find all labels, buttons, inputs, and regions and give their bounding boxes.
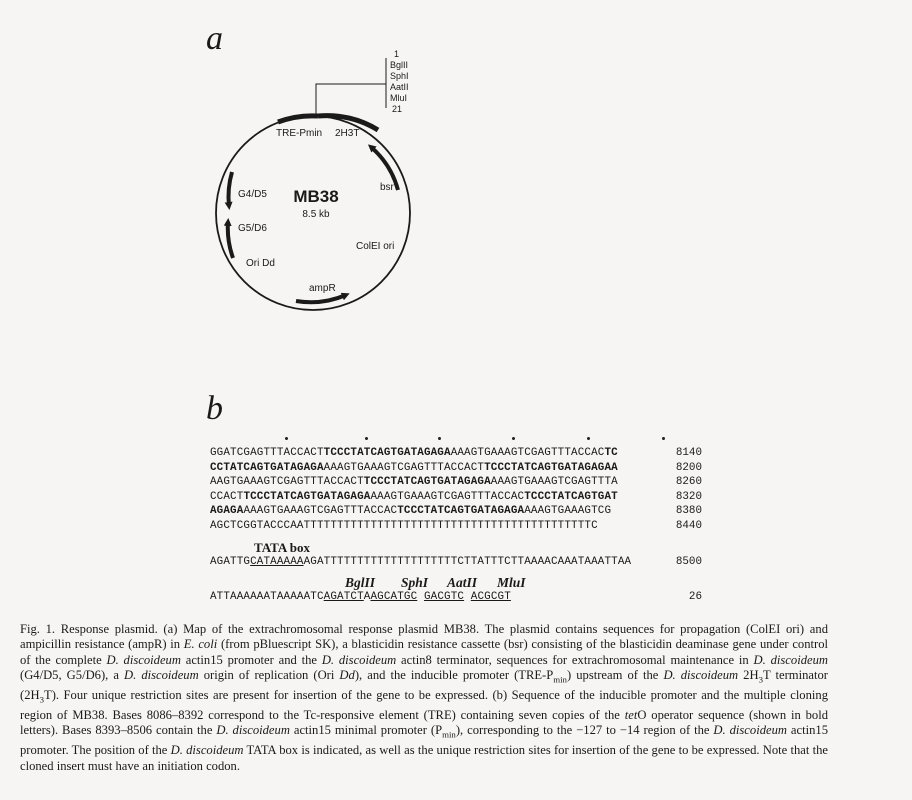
sequence-tick bbox=[285, 437, 288, 440]
sequence-line: CCTATCAGTGATAGAGAAAAGTGAAAGTCGAGTTTACCAC… bbox=[210, 461, 618, 474]
sequence-tick bbox=[587, 437, 590, 440]
plasmid-name: MB38 bbox=[293, 187, 338, 206]
sequence-tick bbox=[512, 437, 515, 440]
tata-box-label: TATA box bbox=[254, 540, 310, 555]
mcs-mlui: MluI bbox=[390, 93, 407, 103]
site-label-bglii: BglII bbox=[345, 575, 376, 590]
sequence-line: AAGTGAAAGTCGAGTTTACCACTTCCCTATCAGTGATAGA… bbox=[210, 476, 618, 489]
site-label-sphi: SphI bbox=[401, 575, 429, 590]
sequence-number: 8140 bbox=[675, 447, 702, 459]
figure-caption: Fig. 1. Response plasmid. (a) Map of the… bbox=[20, 622, 828, 773]
mcs-bglii: BglII bbox=[390, 60, 408, 70]
sequence-line-mcs: ATTAAAAAATAAAAATCAGATCTAAGCATGC GACGTC A… bbox=[210, 591, 511, 603]
oridd-label: Ori Dd bbox=[246, 258, 275, 269]
g5d6-label: G5/D6 bbox=[238, 223, 267, 234]
site-label-mlui: MluI bbox=[497, 575, 526, 590]
panel-a-label: a bbox=[206, 20, 223, 57]
panel-b-label: b bbox=[206, 390, 223, 427]
sequence-number: 8500 bbox=[675, 556, 702, 568]
tre-pmin-label: TRE-Pmin bbox=[276, 128, 322, 139]
aatii-site: GACGTC bbox=[423, 591, 465, 603]
colei-label: ColEI ori bbox=[356, 241, 394, 252]
sequence-number: 8380 bbox=[675, 505, 702, 518]
ampr-label: ampR bbox=[309, 283, 336, 294]
sequence-line: CCACTTCCCTATCAGTGATAGAGAAAAGTGAAAGTCGAGT… bbox=[210, 490, 618, 503]
bsr-label: bsr bbox=[380, 182, 395, 193]
sequence-line: AGAGAAAAGTGAAAGTCGAGTTTACCACTCCCTATCAGTG… bbox=[210, 505, 612, 518]
sequence-number: 8260 bbox=[675, 476, 702, 489]
mlui-site: ACGCGT bbox=[470, 591, 511, 603]
g4d5-arrow bbox=[224, 171, 234, 210]
mcs-aatii: AatII bbox=[390, 82, 409, 92]
sequence-number: 26 bbox=[688, 591, 702, 603]
sequence-line: AGCTCGGTACCCAATTTTTTTTTTTTTTTTTTTTTTTTTT… bbox=[210, 520, 598, 532]
mcs-sphi: SphI bbox=[390, 71, 409, 81]
mcs-end: 21 bbox=[392, 104, 402, 114]
sequence-number: 8320 bbox=[675, 490, 702, 503]
sequence-tick bbox=[438, 437, 441, 440]
bsr-arrow bbox=[367, 144, 400, 191]
plasmid-size: 8.5 kb bbox=[302, 209, 330, 220]
bglii-site: AGATCT bbox=[323, 591, 364, 603]
sequence-number: 8440 bbox=[675, 520, 702, 532]
sequence-line: GGATCGAGTTTACCACTTCCCTATCAGTGATAGAGAAAAG… bbox=[210, 447, 618, 459]
g5d6-arrow bbox=[223, 218, 235, 259]
ampr-arrow bbox=[295, 292, 350, 305]
sequence-line-tata: AGATTGCATAAAAAAGATTTTTTTTTTTTTTTTTTTTCTT… bbox=[210, 556, 632, 568]
term-arc bbox=[317, 113, 380, 133]
mcs-leader-line bbox=[315, 83, 386, 116]
sequence-tick bbox=[365, 437, 368, 440]
term-label: 2H3T bbox=[335, 128, 359, 139]
sphi-site: AGCATGC bbox=[370, 591, 418, 603]
plasmid-map: TRE-Pmin 2H3T MB38 8.5 kb bsr ColEI ori … bbox=[215, 49, 411, 311]
mcs-start: 1 bbox=[394, 49, 399, 59]
g4d5-label: G4/D5 bbox=[238, 189, 267, 200]
tata-box: CATAAAAA bbox=[250, 556, 304, 568]
site-label-aatii: AatII bbox=[447, 575, 478, 590]
sequence-tick bbox=[662, 437, 665, 440]
sequence-number: 8200 bbox=[675, 461, 702, 474]
tre-pmin-arc bbox=[277, 113, 319, 125]
